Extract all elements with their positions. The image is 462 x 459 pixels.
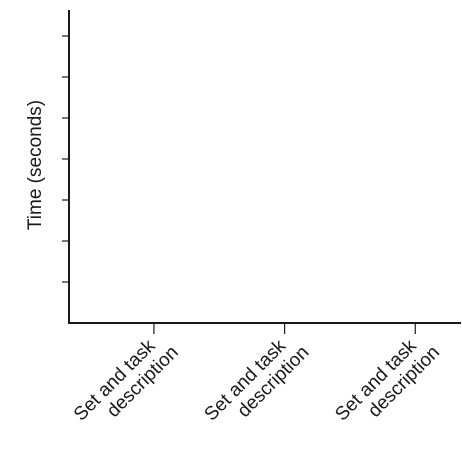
y-ticks xyxy=(62,35,69,283)
x-tick-label: Set and taskdescription xyxy=(201,327,314,440)
x-tick-label: Set and taskdescription xyxy=(70,327,183,440)
y-axis-label: Time (seconds) xyxy=(25,100,46,230)
x-tick-label: Set and taskdescription xyxy=(331,327,444,440)
